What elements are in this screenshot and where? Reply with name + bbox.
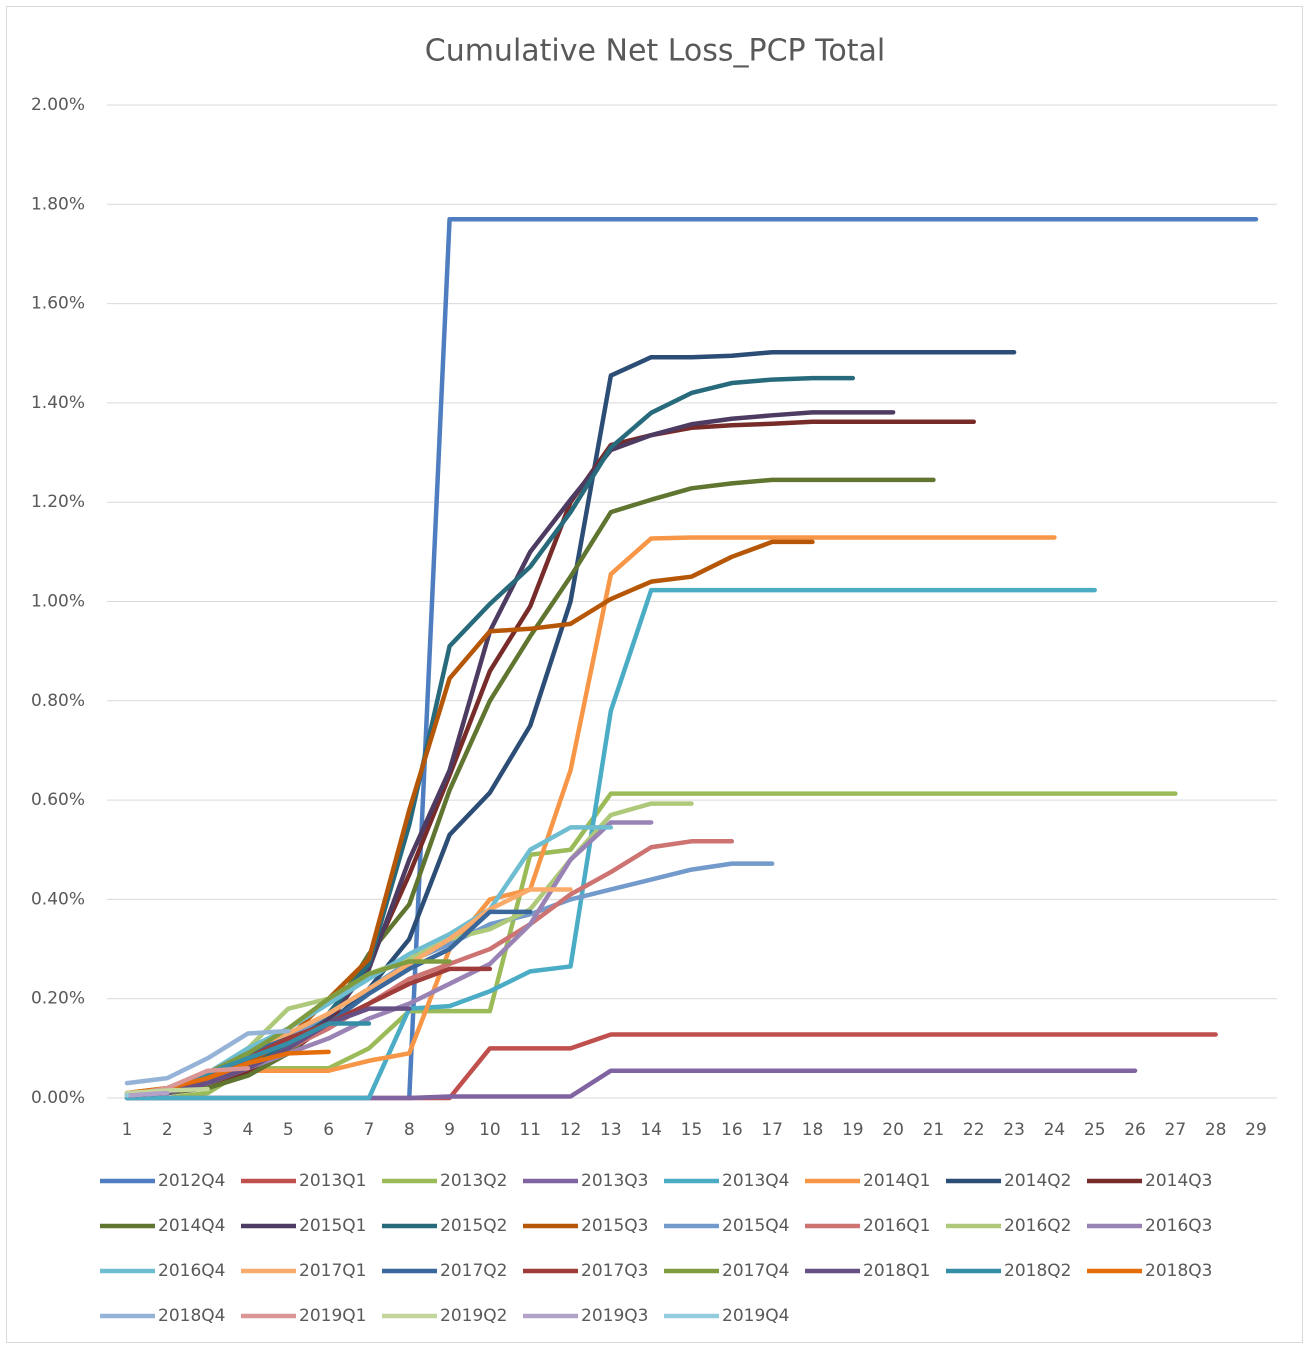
x-tick-label: 27 [1165, 1120, 1187, 1140]
x-tick-label: 8 [404, 1120, 415, 1140]
x-tick-label: 6 [323, 1120, 334, 1140]
x-tick-label: 3 [202, 1120, 213, 1140]
series-line [124, 1086, 210, 1096]
series-line [124, 1028, 291, 1086]
x-tick-label: 22 [963, 1120, 985, 1140]
legend-label: 2015Q4 [722, 1216, 789, 1236]
legend-label: 2019Q3 [581, 1306, 648, 1326]
legend-label: 2018Q1 [863, 1261, 930, 1281]
legend-label: 2014Q4 [158, 1216, 225, 1236]
chart-title: Cumulative Net Loss_PCP Total [425, 34, 886, 69]
x-tick-label: 18 [802, 1120, 824, 1140]
legend-label: 2018Q2 [1004, 1261, 1071, 1281]
y-tick-label: 0.40% [31, 889, 85, 909]
x-tick-label: 29 [1245, 1120, 1267, 1140]
x-tick-label: 10 [479, 1120, 501, 1140]
x-tick-label: 9 [444, 1120, 455, 1140]
series-line [124, 477, 936, 1098]
legend-label: 2014Q1 [863, 1171, 930, 1191]
x-tick-label: 17 [761, 1120, 783, 1140]
x-tick-label: 13 [600, 1120, 622, 1140]
x-tick-label: 2 [162, 1120, 173, 1140]
legend-label: 2017Q2 [440, 1261, 507, 1281]
legend-label: 2016Q2 [1004, 1216, 1071, 1236]
y-tick-label: 0.80% [31, 691, 85, 711]
series-line [124, 535, 1057, 1096]
legend-label: 2017Q1 [299, 1261, 366, 1281]
x-tick-label: 16 [721, 1120, 743, 1140]
y-tick-label: 1.60% [31, 294, 85, 314]
chart-border [6, 6, 1303, 1343]
x-tick-label: 15 [681, 1120, 703, 1140]
x-tick-label: 11 [519, 1120, 541, 1140]
legend-label: 2016Q4 [158, 1261, 225, 1281]
legend-label: 2013Q2 [440, 1171, 507, 1191]
legend-label: 2019Q4 [722, 1306, 789, 1326]
x-tick-label: 12 [560, 1120, 582, 1140]
x-tick-label: 1 [122, 1120, 133, 1140]
legend-label: 2014Q2 [1004, 1171, 1071, 1191]
legend-label: 2015Q2 [440, 1216, 507, 1236]
legend-label: 2018Q4 [158, 1306, 225, 1326]
y-tick-label: 0.20% [31, 989, 85, 1009]
x-tick-label: 19 [842, 1120, 864, 1140]
y-tick-label: 2.00% [31, 95, 85, 115]
legend-label: 2015Q3 [581, 1216, 648, 1236]
x-tick-label: 14 [640, 1120, 662, 1140]
y-tick-label: 1.20% [31, 492, 85, 512]
series-line [124, 1090, 170, 1098]
legend-label: 2015Q1 [299, 1216, 366, 1236]
series-line [407, 216, 1259, 1101]
legend-label: 2017Q3 [581, 1261, 648, 1281]
legend-label: 2019Q1 [299, 1306, 366, 1326]
x-tick-label: 4 [243, 1120, 254, 1140]
x-tick-label: 25 [1084, 1120, 1106, 1140]
x-tick-label: 24 [1044, 1120, 1066, 1140]
legend-label: 2019Q2 [440, 1306, 507, 1326]
series-line [124, 791, 1178, 1101]
x-tick-label: 5 [283, 1120, 294, 1140]
series-line [124, 587, 1097, 1101]
legend-label: 2018Q3 [1145, 1261, 1212, 1281]
y-tick-label: 1.80% [31, 194, 85, 214]
x-tick-label: 20 [882, 1120, 904, 1140]
y-tick-label: 0.60% [31, 790, 85, 810]
x-tick-label: 28 [1205, 1120, 1227, 1140]
x-tick-label: 23 [1003, 1120, 1025, 1140]
y-tick-label: 0.00% [31, 1088, 85, 1108]
y-tick-label: 1.40% [31, 393, 85, 413]
legend-label: 2013Q3 [581, 1171, 648, 1191]
y-tick-label: 1.00% [31, 592, 85, 612]
legend-label: 2016Q3 [1145, 1216, 1212, 1236]
x-tick-label: 21 [923, 1120, 945, 1140]
legend-label: 2012Q4 [158, 1171, 225, 1191]
x-tick-label: 26 [1124, 1120, 1146, 1140]
legend-label: 2016Q1 [863, 1216, 930, 1236]
legend-label: 2017Q4 [722, 1261, 789, 1281]
x-tick-label: 7 [364, 1120, 375, 1140]
legend-label: 2013Q4 [722, 1171, 789, 1191]
legend-label: 2013Q1 [299, 1171, 366, 1191]
legend-label: 2014Q3 [1145, 1171, 1212, 1191]
